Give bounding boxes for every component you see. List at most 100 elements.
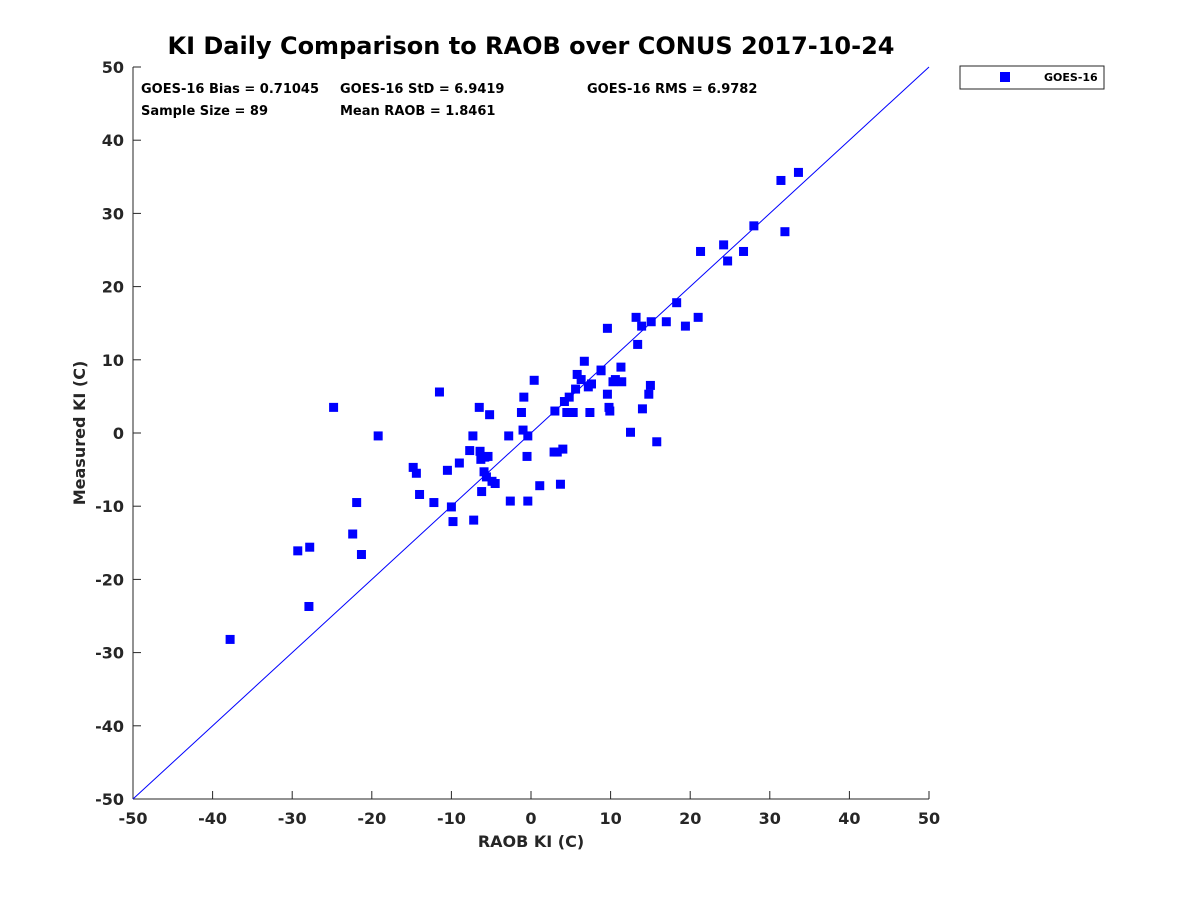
x-tick-label: 40 bbox=[838, 809, 860, 828]
x-tick-label: 50 bbox=[918, 809, 940, 828]
legend-marker bbox=[1000, 72, 1010, 82]
data-point bbox=[519, 392, 529, 402]
data-point bbox=[780, 227, 790, 237]
x-tick-label: -20 bbox=[357, 809, 386, 828]
data-point bbox=[693, 312, 703, 322]
data-point bbox=[523, 431, 533, 441]
data-point bbox=[373, 431, 383, 441]
y-tick-label: 0 bbox=[113, 424, 124, 443]
data-point bbox=[719, 240, 729, 250]
data-point bbox=[465, 446, 475, 456]
data-point bbox=[680, 321, 690, 331]
y-tick-label: -10 bbox=[95, 497, 124, 516]
sample-size-annotation: Sample Size = 89 bbox=[141, 104, 268, 119]
legend-box bbox=[959, 65, 1105, 90]
y-tick-label: 40 bbox=[102, 131, 124, 150]
data-point bbox=[490, 479, 500, 489]
data-point bbox=[448, 517, 458, 527]
data-point bbox=[559, 397, 569, 407]
data-point bbox=[605, 406, 615, 416]
data-point bbox=[408, 462, 418, 472]
data-point bbox=[305, 542, 315, 552]
mean-raob-annotation: Mean RAOB = 1.8461 bbox=[340, 104, 495, 119]
data-point bbox=[585, 408, 595, 418]
data-point bbox=[454, 458, 464, 468]
data-point bbox=[293, 546, 303, 556]
data-point bbox=[411, 468, 421, 478]
data-point bbox=[356, 550, 366, 560]
data-point bbox=[442, 465, 452, 475]
data-point bbox=[652, 437, 662, 447]
data-point bbox=[446, 502, 456, 512]
data-point bbox=[610, 375, 620, 385]
y-tick-label: -20 bbox=[95, 570, 124, 589]
data-point bbox=[723, 256, 733, 266]
data-point bbox=[568, 408, 578, 418]
data-point bbox=[579, 356, 589, 366]
y-axis-label: Measured KI (C) bbox=[70, 361, 89, 506]
chart-title: KI Daily Comparison to RAOB over CONUS 2… bbox=[168, 32, 895, 60]
x-tick-label: -10 bbox=[437, 809, 466, 828]
data-point bbox=[564, 392, 574, 402]
data-point bbox=[572, 369, 582, 379]
data-point bbox=[555, 479, 565, 489]
data-point bbox=[637, 404, 647, 414]
legend: GOES-16 bbox=[959, 65, 1105, 90]
y-tick-label: 10 bbox=[102, 351, 124, 370]
data-point bbox=[518, 425, 528, 435]
data-point bbox=[504, 431, 514, 441]
x-tick-label: 0 bbox=[525, 809, 536, 828]
data-point bbox=[304, 601, 314, 611]
data-point bbox=[576, 375, 586, 385]
data-point bbox=[749, 221, 759, 231]
data-point bbox=[550, 406, 560, 416]
y-ticks: -50 -40 -30 -20 -10 0 10 20 30 40 50 bbox=[95, 58, 141, 809]
data-point bbox=[415, 489, 425, 499]
data-point bbox=[558, 444, 568, 454]
data-point bbox=[516, 408, 526, 418]
x-tick-label: -30 bbox=[278, 809, 307, 828]
x-ticks: -50 -40 -30 -20 -10 0 10 20 30 40 50 bbox=[119, 791, 940, 828]
data-point bbox=[793, 167, 803, 177]
data-point bbox=[586, 379, 596, 389]
data-point bbox=[596, 366, 606, 376]
data-point bbox=[696, 246, 706, 256]
data-point bbox=[633, 339, 643, 349]
data-point bbox=[535, 481, 545, 491]
std-annotation: GOES-16 StD = 6.9419 bbox=[340, 82, 504, 97]
data-point bbox=[637, 321, 647, 331]
data-point bbox=[776, 175, 786, 185]
y-tick-label: 30 bbox=[102, 204, 124, 223]
data-point bbox=[552, 447, 562, 457]
y-tick-label: 50 bbox=[102, 58, 124, 77]
data-point bbox=[522, 451, 532, 461]
data-point bbox=[661, 317, 671, 327]
data-point bbox=[329, 402, 339, 412]
data-point bbox=[475, 446, 485, 456]
x-tick-label: 20 bbox=[679, 809, 701, 828]
data-point bbox=[616, 362, 626, 372]
data-point bbox=[523, 496, 533, 506]
data-point bbox=[225, 634, 235, 644]
data-point bbox=[483, 451, 493, 461]
y-tick-label: -30 bbox=[95, 644, 124, 663]
x-tick-label: 10 bbox=[599, 809, 621, 828]
data-point bbox=[505, 496, 515, 506]
data-point bbox=[434, 387, 444, 397]
data-point bbox=[485, 410, 495, 420]
data-point bbox=[477, 487, 487, 497]
bias-annotation: GOES-16 Bias = 0.71045 bbox=[141, 82, 319, 97]
y-tick-label: -50 bbox=[95, 790, 124, 809]
data-point bbox=[571, 384, 581, 394]
data-point bbox=[348, 529, 358, 539]
rms-annotation: GOES-16 RMS = 6.9782 bbox=[587, 82, 757, 97]
data-point bbox=[481, 472, 491, 482]
data-point bbox=[469, 515, 479, 525]
data-point bbox=[631, 312, 641, 322]
data-point bbox=[644, 389, 654, 399]
data-point bbox=[429, 498, 439, 508]
data-points bbox=[225, 167, 803, 644]
x-axis-label: RAOB KI (C) bbox=[478, 832, 584, 851]
y-tick-label: 20 bbox=[102, 278, 124, 297]
